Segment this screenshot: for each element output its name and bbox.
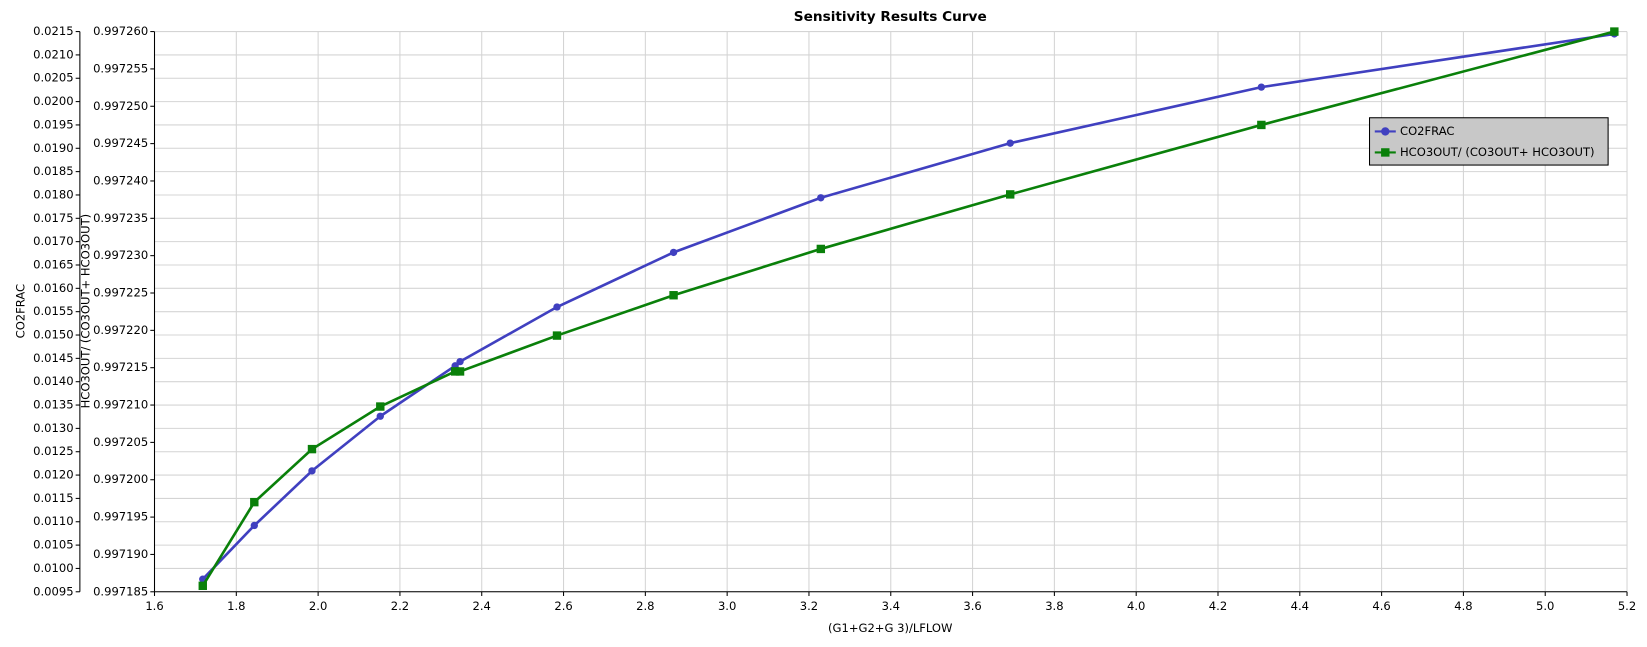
y-tick-label: 0.0205 bbox=[33, 71, 73, 85]
y2-tick-label: 0.997250 bbox=[93, 99, 148, 113]
x-axis-title: (G1+G2+G 3)/LFLOW bbox=[828, 621, 953, 635]
legend-marker bbox=[1381, 148, 1390, 157]
point bbox=[456, 357, 464, 366]
y-tick-label: 0.0170 bbox=[33, 234, 73, 248]
legend-label: HCO3OUT/ (CO3OUT+ HCO3OUT) bbox=[1400, 145, 1595, 159]
y-tick-label: 0.0105 bbox=[33, 538, 73, 552]
y2-tick-label: 0.997245 bbox=[93, 136, 148, 150]
y-tick-label: 0.0165 bbox=[33, 257, 73, 271]
x-tick-label: 2.0 bbox=[309, 599, 327, 613]
x-tick-label: 4.8 bbox=[1454, 599, 1472, 613]
x-tick-label: 3.0 bbox=[718, 599, 736, 613]
x-tick-label: 5.2 bbox=[1618, 599, 1636, 613]
y-tick-label: 0.0200 bbox=[33, 94, 73, 108]
point bbox=[1610, 27, 1619, 36]
y-tick-label: 0.0190 bbox=[33, 141, 73, 155]
x-tick-label: 3.6 bbox=[963, 599, 981, 613]
y-tick-label: 0.0145 bbox=[33, 351, 73, 365]
y-tick-label: 0.0120 bbox=[33, 468, 73, 482]
y-tick-label: 0.0215 bbox=[33, 24, 73, 38]
point bbox=[1006, 190, 1015, 199]
point bbox=[669, 291, 678, 300]
x-tick-label: 3.4 bbox=[882, 599, 900, 613]
point bbox=[250, 497, 259, 507]
point bbox=[376, 412, 384, 420]
point bbox=[198, 581, 207, 591]
point bbox=[1257, 83, 1266, 91]
y2-tick-label: 0.997200 bbox=[93, 472, 148, 486]
y-tick-label: 0.0160 bbox=[33, 281, 73, 295]
x-tick-label: 2.2 bbox=[391, 599, 409, 613]
x-tick-label: 2.6 bbox=[554, 599, 572, 613]
y-tick-label: 0.0180 bbox=[33, 187, 73, 201]
x-tick-label: 3.2 bbox=[800, 599, 818, 613]
point bbox=[250, 521, 258, 530]
y-tick-label: 0.0115 bbox=[33, 491, 73, 505]
y-tick-label: 0.0155 bbox=[33, 304, 73, 318]
x-tick-label: 2.4 bbox=[473, 599, 491, 613]
point bbox=[816, 244, 826, 254]
x-tick-label: 4.0 bbox=[1127, 599, 1145, 613]
legend-label: CO2FRAC bbox=[1400, 124, 1454, 138]
y2-tick-label: 0.997195 bbox=[93, 510, 148, 524]
x-tick-label: 5.0 bbox=[1536, 599, 1554, 613]
y2-tick-label: 0.997210 bbox=[93, 398, 148, 412]
series-line bbox=[201, 32, 1615, 581]
y-tick-label: 0.0095 bbox=[33, 584, 73, 598]
point bbox=[817, 194, 825, 202]
point bbox=[552, 331, 562, 340]
y-tick-label: 0.0175 bbox=[33, 211, 73, 225]
x-tick-label: 3.8 bbox=[1045, 599, 1063, 613]
y2-tick-label: 0.997225 bbox=[93, 286, 148, 300]
y2-tick-label: 0.997255 bbox=[93, 61, 148, 75]
y-tick-label: 0.0100 bbox=[33, 561, 73, 575]
point bbox=[669, 248, 678, 257]
y2-tick-label: 0.997185 bbox=[93, 584, 148, 598]
y2-tick-label: 0.997220 bbox=[93, 323, 148, 337]
point bbox=[553, 303, 561, 311]
point bbox=[1257, 120, 1266, 130]
y-axis-title: CO2FRAC bbox=[14, 284, 28, 338]
y2-tick-label: 0.997190 bbox=[93, 547, 148, 561]
y2-tick-label: 0.997235 bbox=[93, 211, 148, 225]
y-tick-label: 0.0150 bbox=[33, 328, 73, 342]
x-tick-label: 2.8 bbox=[636, 599, 654, 613]
series-line bbox=[201, 30, 1615, 587]
y-tick-label: 0.0195 bbox=[33, 117, 73, 131]
x-tick-label: 4.2 bbox=[1209, 599, 1227, 613]
x-tick-label: 4.4 bbox=[1291, 599, 1309, 613]
x-tick-label: 1.8 bbox=[227, 599, 245, 613]
y2-axis-title: HCO3OUT/ (CO3OUT+ HCO3OUT) bbox=[79, 214, 93, 409]
point bbox=[376, 402, 385, 411]
point bbox=[307, 444, 317, 454]
point bbox=[308, 467, 316, 475]
chart-title: Sensitivity Results Curve bbox=[794, 9, 987, 25]
legend-box bbox=[1368, 117, 1609, 166]
y-tick-label: 0.0140 bbox=[33, 374, 73, 388]
point bbox=[455, 367, 465, 376]
x-tick-label: 4.6 bbox=[1372, 599, 1390, 613]
point bbox=[1006, 139, 1014, 147]
y-tick-label: 0.0130 bbox=[33, 421, 73, 435]
y-tick-label: 0.0135 bbox=[33, 398, 73, 412]
y-tick-label: 0.0185 bbox=[33, 164, 73, 178]
y-tick-label: 0.0110 bbox=[33, 514, 73, 528]
point bbox=[450, 367, 460, 376]
y2-tick-label: 0.997215 bbox=[93, 360, 148, 374]
y-tick-label: 0.0210 bbox=[33, 47, 73, 61]
y2-tick-label: 0.997260 bbox=[93, 24, 148, 38]
y2-tick-label: 0.997230 bbox=[93, 248, 148, 262]
y-tick-label: 0.0125 bbox=[33, 444, 73, 458]
y2-tick-label: 0.997240 bbox=[93, 173, 148, 187]
y2-tick-label: 0.997205 bbox=[93, 435, 148, 449]
legend-marker bbox=[1381, 127, 1390, 136]
x-tick-label: 1.6 bbox=[145, 599, 163, 613]
